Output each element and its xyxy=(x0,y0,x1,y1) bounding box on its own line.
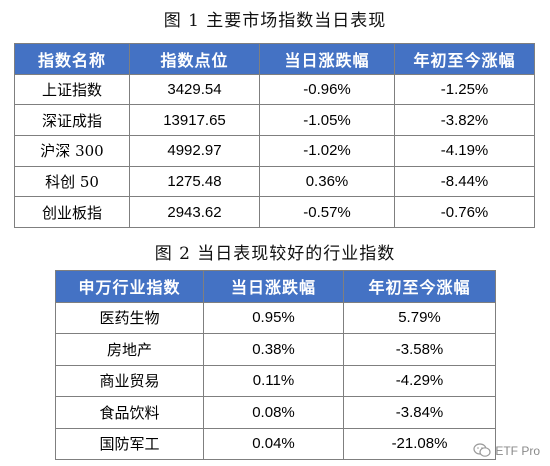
industry-name-cell: 国防军工 xyxy=(55,427,204,460)
daily-change-cell: 0.36% xyxy=(259,165,395,198)
table-header-row: 申万行业指数 当日涨跌幅 年初至今涨幅 xyxy=(55,270,496,303)
index-level-cell: 4992.97 xyxy=(129,135,260,167)
index-name-cell: 上证指数 xyxy=(14,73,130,106)
table-row: 商业贸易 0.11% -4.29% xyxy=(55,364,496,397)
column-header-ytd-change: 年初至今涨幅 xyxy=(343,270,496,303)
table-row: 食品饮料 0.08% -3.84% xyxy=(55,396,496,429)
daily-change-cell: -0.96% xyxy=(259,73,395,106)
table-row: 深证成指 13917.65 -1.05% -3.82% xyxy=(14,104,535,137)
index-name-cell: 沪深 300 xyxy=(14,135,130,167)
table-row: 国防军工 0.04% -21.08% xyxy=(55,427,496,460)
column-header-index-name: 指数名称 xyxy=(14,43,130,75)
table-row: 上证指数 3429.54 -0.96% -1.25% xyxy=(14,73,535,106)
daily-change-cell: 0.04% xyxy=(203,427,344,460)
watermark: ETF Pro xyxy=(473,443,540,458)
index-name-cell: 科创 50 xyxy=(14,165,130,198)
watermark-text: ETF Pro xyxy=(495,443,540,458)
figure-1-caption: 图 1 主要市场指数当日表现 xyxy=(163,11,387,31)
daily-change-cell: 0.11% xyxy=(203,364,344,397)
ytd-change-cell: 5.79% xyxy=(343,301,496,334)
table-row: 沪深 300 4992.97 -1.02% -4.19% xyxy=(14,135,535,167)
ytd-change-cell: -0.76% xyxy=(394,196,535,229)
figure-2-caption: 图 2 当日表现较好的行业指数 xyxy=(154,244,396,264)
ytd-change-cell: -3.82% xyxy=(394,104,535,137)
industry-name-cell: 食品饮料 xyxy=(55,396,204,429)
table-row: 科创 50 1275.48 0.36% -8.44% xyxy=(14,165,535,198)
index-name-cell: 深证成指 xyxy=(14,104,130,137)
industry-name-cell: 医药生物 xyxy=(55,301,204,334)
daily-change-cell: -0.57% xyxy=(259,196,395,229)
table-row: 医药生物 0.95% 5.79% xyxy=(55,301,496,334)
index-level-cell: 13917.65 xyxy=(129,104,260,137)
table-header-row: 指数名称 指数点位 当日涨跌幅 年初至今涨幅 xyxy=(14,43,535,75)
index-name-cell: 创业板指 xyxy=(14,196,130,229)
index-level-cell: 3429.54 xyxy=(129,73,260,106)
market-index-table: 指数名称 指数点位 当日涨跌幅 年初至今涨幅 上证指数 3429.54 -0.9… xyxy=(14,43,535,229)
ytd-change-cell: -21.08% xyxy=(343,427,496,460)
ytd-change-cell: -1.25% xyxy=(394,73,535,106)
column-header-index-level: 指数点位 xyxy=(129,43,260,75)
industry-name-cell: 房地产 xyxy=(55,333,204,366)
wechat-icon xyxy=(473,443,491,457)
table-row: 房地产 0.38% -3.58% xyxy=(55,333,496,366)
index-level-cell: 1275.48 xyxy=(129,165,260,198)
column-header-daily-change: 当日涨跌幅 xyxy=(259,43,395,75)
table-row: 创业板指 2943.62 -0.57% -0.76% xyxy=(14,196,535,229)
column-header-daily-change: 当日涨跌幅 xyxy=(203,270,344,303)
ytd-change-cell: -3.58% xyxy=(343,333,496,366)
index-level-cell: 2943.62 xyxy=(129,196,260,229)
daily-change-cell: 0.08% xyxy=(203,396,344,429)
industry-name-cell: 商业贸易 xyxy=(55,364,204,397)
ytd-change-cell: -4.19% xyxy=(394,135,535,167)
ytd-change-cell: -4.29% xyxy=(343,364,496,397)
column-header-ytd-change: 年初至今涨幅 xyxy=(394,43,535,75)
daily-change-cell: 0.95% xyxy=(203,301,344,334)
column-header-industry-index: 申万行业指数 xyxy=(55,270,204,303)
daily-change-cell: 0.38% xyxy=(203,333,344,366)
ytd-change-cell: -8.44% xyxy=(394,165,535,198)
daily-change-cell: -1.02% xyxy=(259,135,395,167)
daily-change-cell: -1.05% xyxy=(259,104,395,137)
industry-index-table: 申万行业指数 当日涨跌幅 年初至今涨幅 医药生物 0.95% 5.79% 房地产… xyxy=(55,270,496,460)
ytd-change-cell: -3.84% xyxy=(343,396,496,429)
